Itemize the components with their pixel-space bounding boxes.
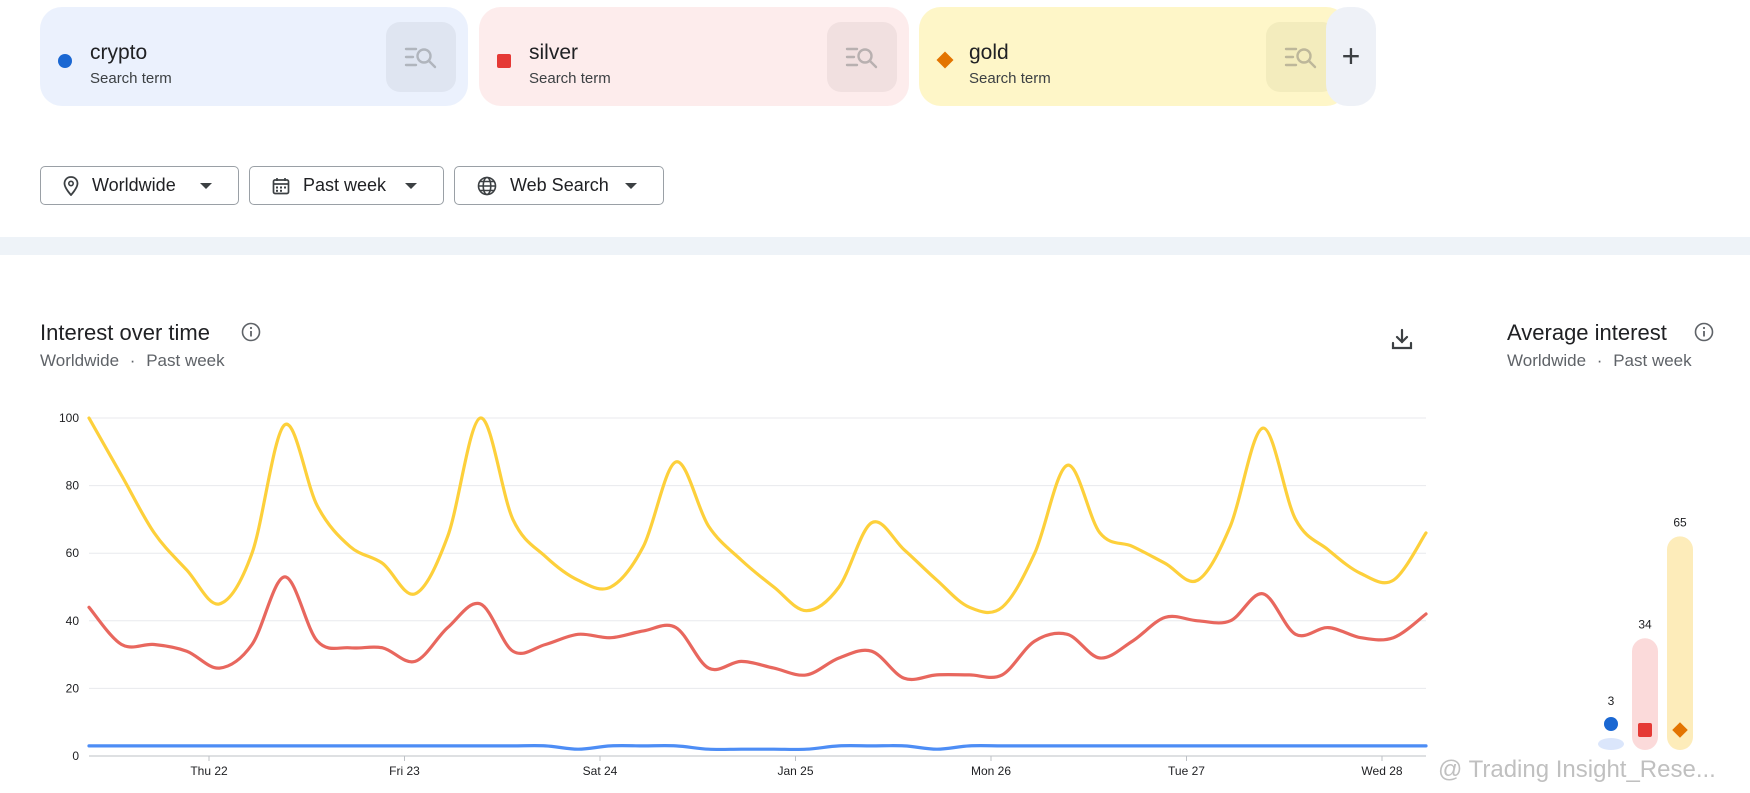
term-subtitle: Search term — [90, 70, 172, 87]
period-filter-dropdown[interactable]: Past week — [249, 166, 444, 205]
subtitle-region: Worldwide — [1507, 351, 1587, 370]
subtitle-period: Past week — [1613, 351, 1692, 370]
download-icon[interactable] — [1390, 327, 1414, 351]
x-tick-label: Sat 24 — [583, 764, 618, 778]
chevron-down-icon — [405, 183, 417, 189]
gold-diamond-icon — [936, 51, 954, 69]
subtitle-region: Worldwide — [40, 351, 120, 370]
subtitle-separator: · — [129, 351, 136, 370]
x-tick-label: Tue 27 — [1168, 764, 1205, 778]
info-icon[interactable] — [241, 322, 261, 342]
term-card-crypto[interactable]: crypto Search term — [40, 7, 468, 106]
search-list-icon — [404, 47, 437, 69]
crypto-circle-icon — [1604, 717, 1618, 731]
search-list-icon — [1284, 47, 1317, 69]
series-line-silver[interactable] — [87, 575, 1428, 682]
average-value-label: 3 — [1608, 694, 1615, 708]
compare-search-button[interactable] — [1266, 22, 1336, 92]
subtitle-period: Past week — [146, 351, 225, 370]
location-pin-icon — [63, 175, 79, 196]
series-line-gold[interactable] — [87, 416, 1428, 615]
x-tick-label: Jan 25 — [777, 764, 813, 778]
period-filter-label: Past week — [303, 175, 387, 195]
term-subtitle: Search term — [969, 70, 1051, 87]
subtitle-separator: · — [1596, 351, 1603, 370]
y-tick-label: 100 — [59, 411, 79, 425]
compare-search-button[interactable] — [827, 22, 897, 92]
interest-over-time-subtitle: Worldwide · Past week — [40, 351, 225, 371]
interest-over-time-title: Interest over time — [40, 320, 210, 345]
section-divider — [0, 237, 1750, 255]
term-name: crypto — [90, 41, 148, 64]
series-line-crypto[interactable] — [87, 744, 1428, 752]
info-icon[interactable] — [1694, 322, 1714, 342]
x-tick-label: Mon 26 — [971, 764, 1011, 778]
globe-icon — [477, 176, 497, 196]
x-tick-label: Thu 22 — [190, 764, 228, 778]
average-bar-silver[interactable] — [1632, 638, 1658, 750]
term-card-silver[interactable]: silver Search term — [479, 7, 909, 106]
term-card-gold[interactable]: gold Search term — [919, 7, 1348, 106]
y-tick-label: 60 — [66, 546, 80, 560]
x-tick-label: Fri 23 — [389, 764, 420, 778]
calendar-icon — [272, 177, 290, 195]
x-tick-label: Wed 28 — [1361, 764, 1402, 778]
average-interest-subtitle: Worldwide · Past week — [1507, 351, 1692, 371]
term-name: silver — [529, 41, 579, 64]
region-filter-label: Worldwide — [92, 175, 176, 195]
average-bar-gold[interactable] — [1667, 536, 1693, 750]
average-value-label: 65 — [1673, 515, 1687, 529]
plus-icon: + — [1341, 38, 1361, 74]
compare-search-button[interactable] — [386, 22, 456, 92]
term-name: gold — [969, 41, 1009, 64]
add-comparison-button[interactable]: + — [1326, 7, 1376, 106]
source-filter-label: Web Search — [510, 175, 609, 195]
interest-over-time-chart[interactable]: 100 80 60 40 20 0 Thu 22 Fri 23 Sat 24 Jan 25 Mon … — [0, 400, 1440, 780]
average-interest-chart: 3 34 65 — [1598, 515, 1693, 750]
gold-diamond-icon — [1672, 722, 1688, 738]
average-interest-title: Average interest — [1507, 320, 1667, 345]
chevron-down-icon — [200, 183, 212, 189]
y-tick-label: 20 — [66, 681, 80, 695]
y-tick-label: 40 — [66, 614, 80, 628]
source-filter-dropdown[interactable]: Web Search — [454, 166, 664, 205]
silver-square-icon — [1638, 723, 1652, 737]
crypto-circle-icon — [58, 54, 72, 68]
watermark-text: @ Trading Insight_Rese... — [1438, 756, 1716, 783]
silver-square-icon — [497, 54, 511, 68]
search-list-icon — [845, 47, 878, 69]
chevron-down-icon — [625, 183, 637, 189]
average-bar-crypto[interactable] — [1598, 738, 1624, 750]
average-value-label: 34 — [1638, 617, 1652, 631]
term-subtitle: Search term — [529, 70, 611, 87]
region-filter-dropdown[interactable]: Worldwide — [40, 166, 239, 205]
y-tick-label: 80 — [66, 479, 80, 493]
y-tick-label: 0 — [72, 749, 79, 763]
